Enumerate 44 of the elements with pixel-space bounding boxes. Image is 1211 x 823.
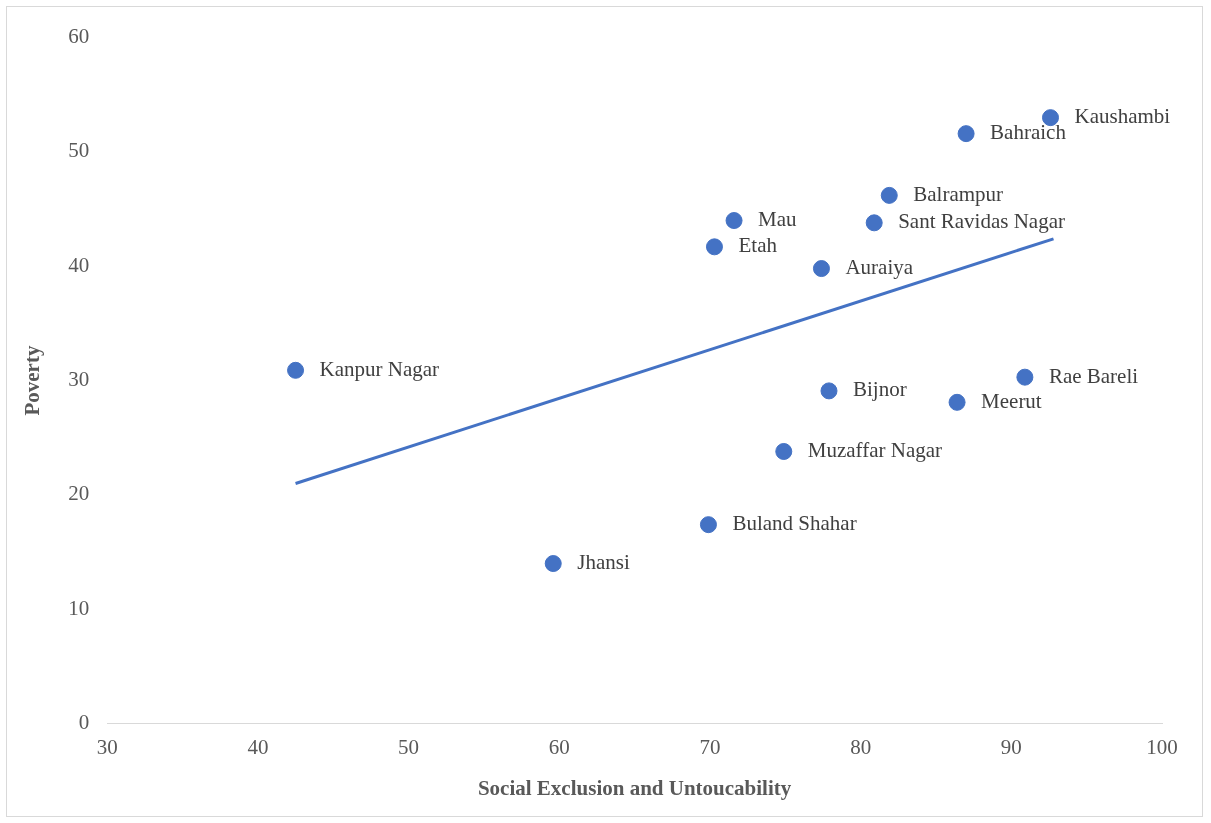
point [544, 555, 562, 573]
x-tick-label: 80 [850, 734, 872, 759]
point [725, 212, 743, 230]
y-tick-label: 0 [78, 710, 90, 735]
y-tick-label: 10 [68, 595, 90, 620]
x-tick-label: 90 [1000, 734, 1022, 759]
data-label: Balrampur [913, 181, 1004, 206]
x-tick-label: 70 [699, 734, 721, 759]
point [948, 393, 966, 411]
x-tick-label: 30 [96, 734, 118, 759]
y-tick-label: 50 [68, 138, 90, 163]
point [812, 260, 830, 278]
data-label: Kaushambi [1074, 104, 1171, 129]
data-label: Jhansi [577, 550, 630, 575]
point [705, 238, 723, 256]
y-tick-label: 20 [68, 481, 90, 506]
y-tick-label: 60 [68, 24, 90, 49]
data-label: Muzaffar Nagar [807, 438, 943, 462]
data-label: Meerut [981, 388, 1042, 413]
data-label: Etah [738, 233, 778, 258]
x-tick-label: 50 [398, 734, 420, 759]
data-label: Bijnor [852, 377, 907, 402]
x-tick-label: 60 [548, 734, 570, 759]
point [775, 442, 793, 460]
x-axis-title: Social Exclusion and Untoucability [477, 775, 792, 800]
data-label: Sant Ravidas Nagar [898, 209, 1065, 234]
point [287, 361, 305, 379]
x-tick-label: 40 [247, 734, 269, 759]
point [880, 186, 898, 204]
data-label: Bahraich [990, 120, 1067, 145]
data-label: Rae Bareli [1048, 363, 1139, 388]
data-label: Auraiya [845, 255, 914, 280]
point [699, 516, 717, 534]
point [865, 214, 883, 232]
data-label: Buland Shahar [732, 511, 857, 536]
data-label: Mau [758, 207, 798, 232]
y-tick-label: 30 [68, 367, 90, 392]
point [820, 382, 838, 400]
point [957, 125, 975, 143]
point [1016, 368, 1034, 386]
x-tick-label: 100 [1146, 734, 1178, 759]
y-tick-label: 40 [68, 252, 90, 277]
data-label: Kanpur Nagar [319, 356, 440, 381]
y-axis-title: Poverty [20, 345, 45, 416]
